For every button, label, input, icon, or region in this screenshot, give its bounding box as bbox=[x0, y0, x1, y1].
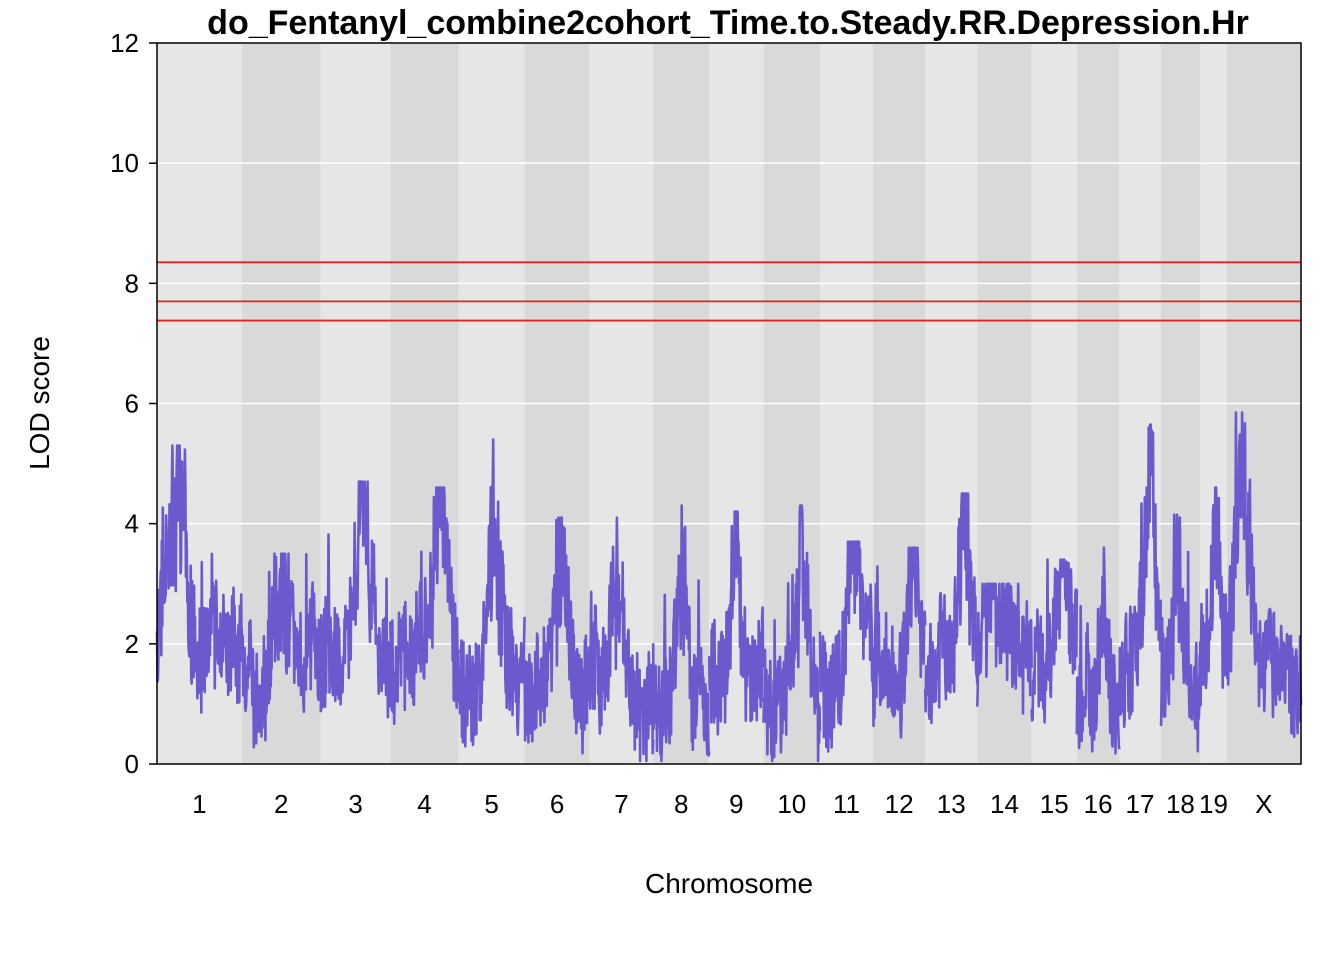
lod-line-chr-8 bbox=[651, 504, 711, 763]
lod-line-chr-12 bbox=[871, 546, 927, 739]
lod-series bbox=[155, 411, 1303, 763]
x-tick-label-chr-3: 3 bbox=[348, 789, 362, 819]
x-tick-label-chr-X: X bbox=[1255, 789, 1272, 819]
x-tick-label-chr-12: 12 bbox=[885, 789, 914, 819]
lod-line-chr-X bbox=[1225, 411, 1303, 738]
y-tick-label: 6 bbox=[125, 389, 139, 419]
lod-line-chr-15 bbox=[1030, 558, 1079, 724]
x-tick-label-chr-2: 2 bbox=[274, 789, 288, 819]
y-axis-ticks: 0 2 4 6 8 10 12 bbox=[110, 28, 157, 779]
lod-line-chr-4 bbox=[389, 486, 460, 725]
x-tick-label-chr-17: 17 bbox=[1126, 789, 1155, 819]
x-tick-label-chr-15: 15 bbox=[1040, 789, 1069, 819]
y-tick-label: 0 bbox=[125, 749, 139, 779]
x-tick-label-chr-19: 19 bbox=[1199, 789, 1228, 819]
lod-line-chr-14 bbox=[976, 582, 1033, 715]
x-axis-ticks: 1 2 3 4 5 6 7 8 9 10 11 12 13 14 15 16 17 18 19 X bbox=[192, 789, 1272, 819]
x-tick-label-chr-16: 16 bbox=[1084, 789, 1113, 819]
lod-line-chr-7 bbox=[588, 516, 655, 763]
y-tick-label: 10 bbox=[110, 148, 139, 178]
x-tick-label-chr-9: 9 bbox=[729, 789, 743, 819]
x-axis-title: Chromosome bbox=[645, 868, 813, 899]
lod-line-chr-2 bbox=[240, 552, 323, 749]
lod-line-chr-11 bbox=[818, 540, 875, 753]
y-tick-label: 8 bbox=[125, 268, 139, 298]
y-tick-label: 4 bbox=[125, 509, 139, 539]
x-tick-label-chr-6: 6 bbox=[550, 789, 564, 819]
lod-line-chr-1 bbox=[155, 444, 243, 714]
x-tick-label-chr-11: 11 bbox=[833, 789, 860, 819]
lod-line-chr-10 bbox=[762, 504, 822, 763]
y-tick-label: 12 bbox=[110, 28, 139, 58]
x-tick-label-chr-18: 18 bbox=[1166, 789, 1195, 819]
lod-line-chr-3 bbox=[319, 480, 392, 719]
x-tick-label-chr-13: 13 bbox=[937, 789, 966, 819]
y-axis-title: LOD score bbox=[24, 336, 55, 470]
x-tick-label-chr-4: 4 bbox=[417, 789, 431, 819]
lod-line-chr-18 bbox=[1159, 513, 1202, 753]
lod-line-chr-5 bbox=[457, 438, 526, 748]
x-tick-label-chr-7: 7 bbox=[614, 789, 628, 819]
lod-line-chr-9 bbox=[707, 510, 765, 736]
chart-title: do_Fentanyl_combine2cohort_Time.to.Stead… bbox=[207, 4, 1249, 42]
threshold-lines bbox=[157, 261, 1301, 322]
x-tick-label-chr-5: 5 bbox=[484, 789, 498, 819]
lod-line-chr-17 bbox=[1118, 423, 1162, 729]
lod-line-chr-6 bbox=[523, 516, 591, 755]
lod-line-chr-16 bbox=[1075, 546, 1121, 755]
x-tick-label-chr-1: 1 bbox=[192, 789, 206, 819]
lod-line-chr-13 bbox=[923, 492, 979, 725]
x-tick-label-chr-8: 8 bbox=[674, 789, 688, 819]
x-tick-label-chr-10: 10 bbox=[777, 789, 806, 819]
lod-line-chr-19 bbox=[1198, 486, 1228, 707]
y-tick-label: 2 bbox=[125, 629, 139, 659]
x-tick-label-chr-14: 14 bbox=[990, 789, 1019, 819]
